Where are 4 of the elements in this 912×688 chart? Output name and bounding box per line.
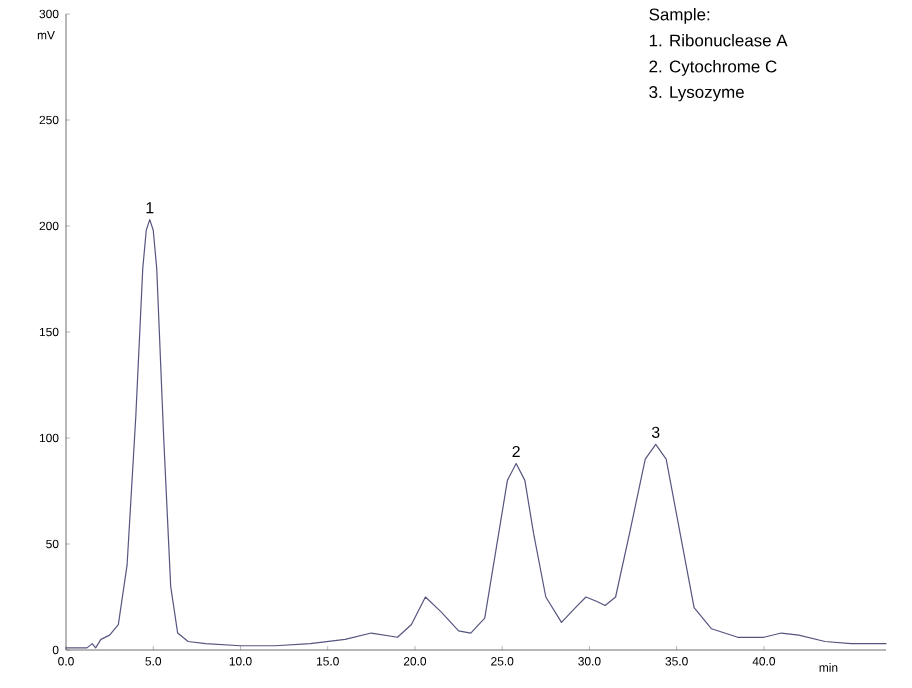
annotation: 1. Ribonuclease A xyxy=(649,34,788,47)
annotation: 3. Lysozyme xyxy=(649,86,744,102)
annotation: 2. Cytochrome C xyxy=(649,60,777,76)
annotation: Sample: xyxy=(649,8,710,24)
